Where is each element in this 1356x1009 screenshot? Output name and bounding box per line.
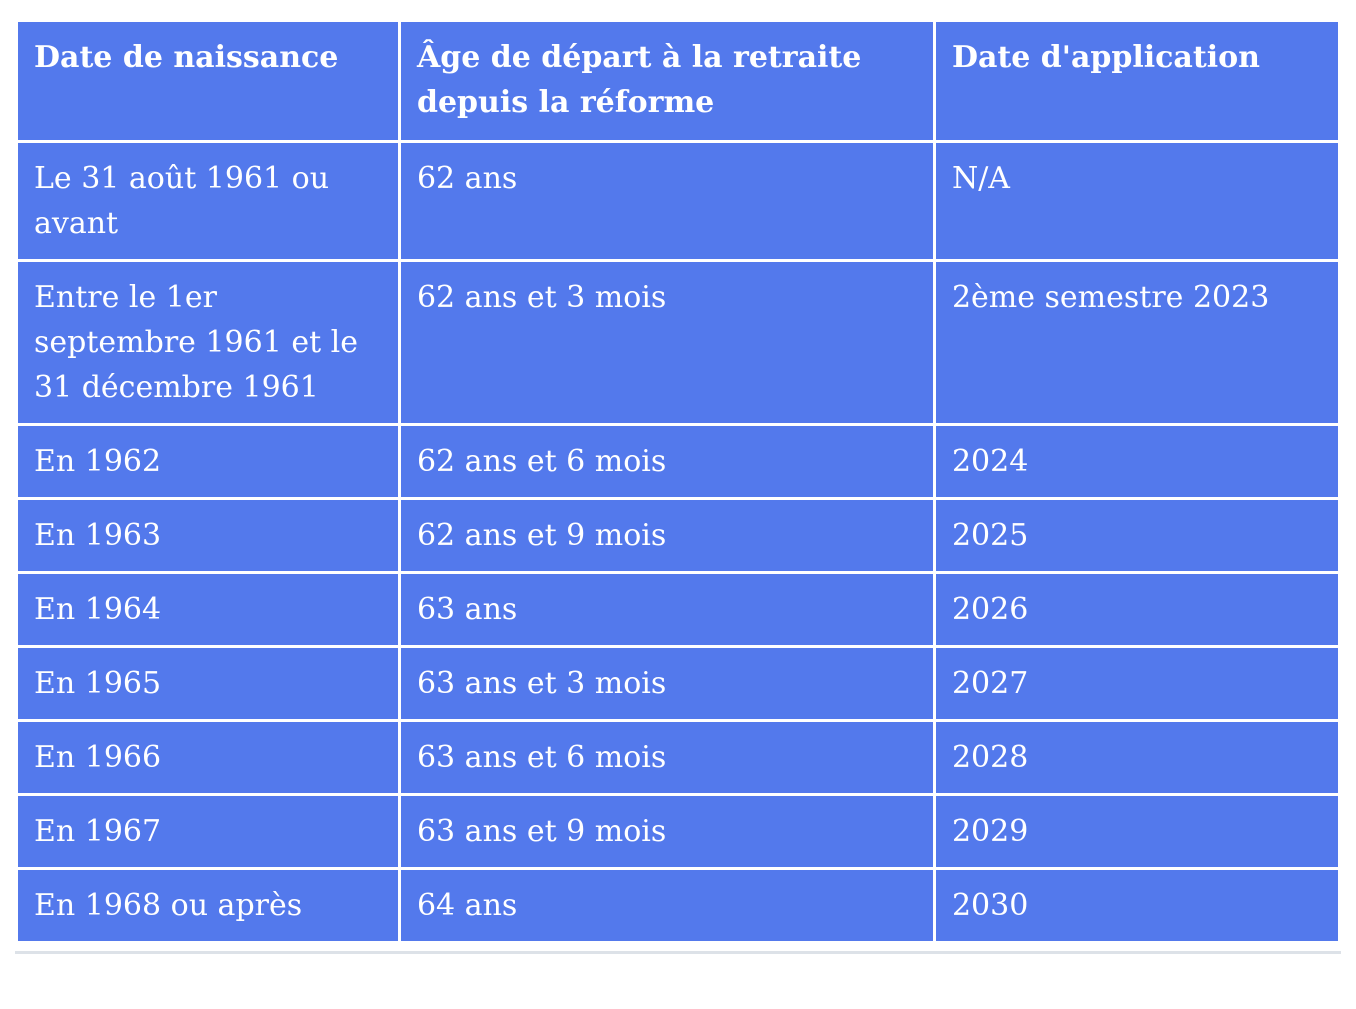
cell-retirement-age: 63 ans et 6 mois — [397, 719, 936, 796]
table-body: Le 31 août 1961 ou avant 62 ans N/A Entr… — [15, 140, 1342, 944]
table-header: Date de naissance Âge de départ à la ret… — [15, 19, 1342, 143]
cell-retirement-age: 63 ans et 3 mois — [397, 645, 936, 722]
cell-retirement-age: 62 ans — [397, 140, 936, 262]
cell-application-date: 2027 — [932, 645, 1342, 722]
cell-birth-date: Entre le 1er septembre 1961 et le 31 déc… — [15, 259, 401, 426]
cell-retirement-age: 63 ans et 9 mois — [397, 793, 936, 870]
cell-application-date: 2024 — [932, 423, 1342, 500]
cell-application-date: 2029 — [932, 793, 1342, 870]
table-row: En 1965 63 ans et 3 mois 2027 — [15, 645, 1342, 722]
column-header-date-de-naissance: Date de naissance — [15, 19, 401, 143]
header-row: Date de naissance Âge de départ à la ret… — [15, 19, 1342, 143]
column-header-age-de-depart: Âge de départ à la retraite depuis la ré… — [397, 19, 936, 143]
cell-application-date: 2030 — [932, 867, 1342, 944]
cell-application-date: 2025 — [932, 497, 1342, 574]
table-row: En 1966 63 ans et 6 mois 2028 — [15, 719, 1342, 796]
table-row: En 1962 62 ans et 6 mois 2024 — [15, 423, 1342, 500]
cell-birth-date: En 1963 — [15, 497, 401, 574]
table-row: En 1967 63 ans et 9 mois 2029 — [15, 793, 1342, 870]
cell-application-date: 2ème semestre 2023 — [932, 259, 1342, 426]
cell-application-date: N/A — [932, 140, 1342, 262]
table-row: En 1963 62 ans et 9 mois 2025 — [15, 497, 1342, 574]
cell-retirement-age: 62 ans et 3 mois — [397, 259, 936, 426]
retirement-table-container: Date de naissance Âge de départ à la ret… — [15, 19, 1342, 954]
cell-birth-date: En 1966 — [15, 719, 401, 796]
cell-birth-date: En 1964 — [15, 571, 401, 648]
table-row: Entre le 1er septembre 1961 et le 31 déc… — [15, 259, 1342, 426]
table-row: En 1964 63 ans 2026 — [15, 571, 1342, 648]
cell-birth-date: En 1967 — [15, 793, 401, 870]
cell-retirement-age: 62 ans et 9 mois — [397, 497, 936, 574]
cell-birth-date: En 1965 — [15, 645, 401, 722]
cell-application-date: 2026 — [932, 571, 1342, 648]
cell-application-date: 2028 — [932, 719, 1342, 796]
table-row: En 1968 ou après 64 ans 2030 — [15, 867, 1342, 944]
column-header-date-application: Date d'application — [932, 19, 1342, 143]
retirement-age-table: Date de naissance Âge de départ à la ret… — [15, 19, 1342, 944]
cell-birth-date: Le 31 août 1961 ou avant — [15, 140, 401, 262]
cell-retirement-age: 63 ans — [397, 571, 936, 648]
cell-birth-date: En 1962 — [15, 423, 401, 500]
cell-retirement-age: 64 ans — [397, 867, 936, 944]
table-row: Le 31 août 1961 ou avant 62 ans N/A — [15, 140, 1342, 262]
cell-retirement-age: 62 ans et 6 mois — [397, 423, 936, 500]
cell-birth-date: En 1968 ou après — [15, 867, 401, 944]
